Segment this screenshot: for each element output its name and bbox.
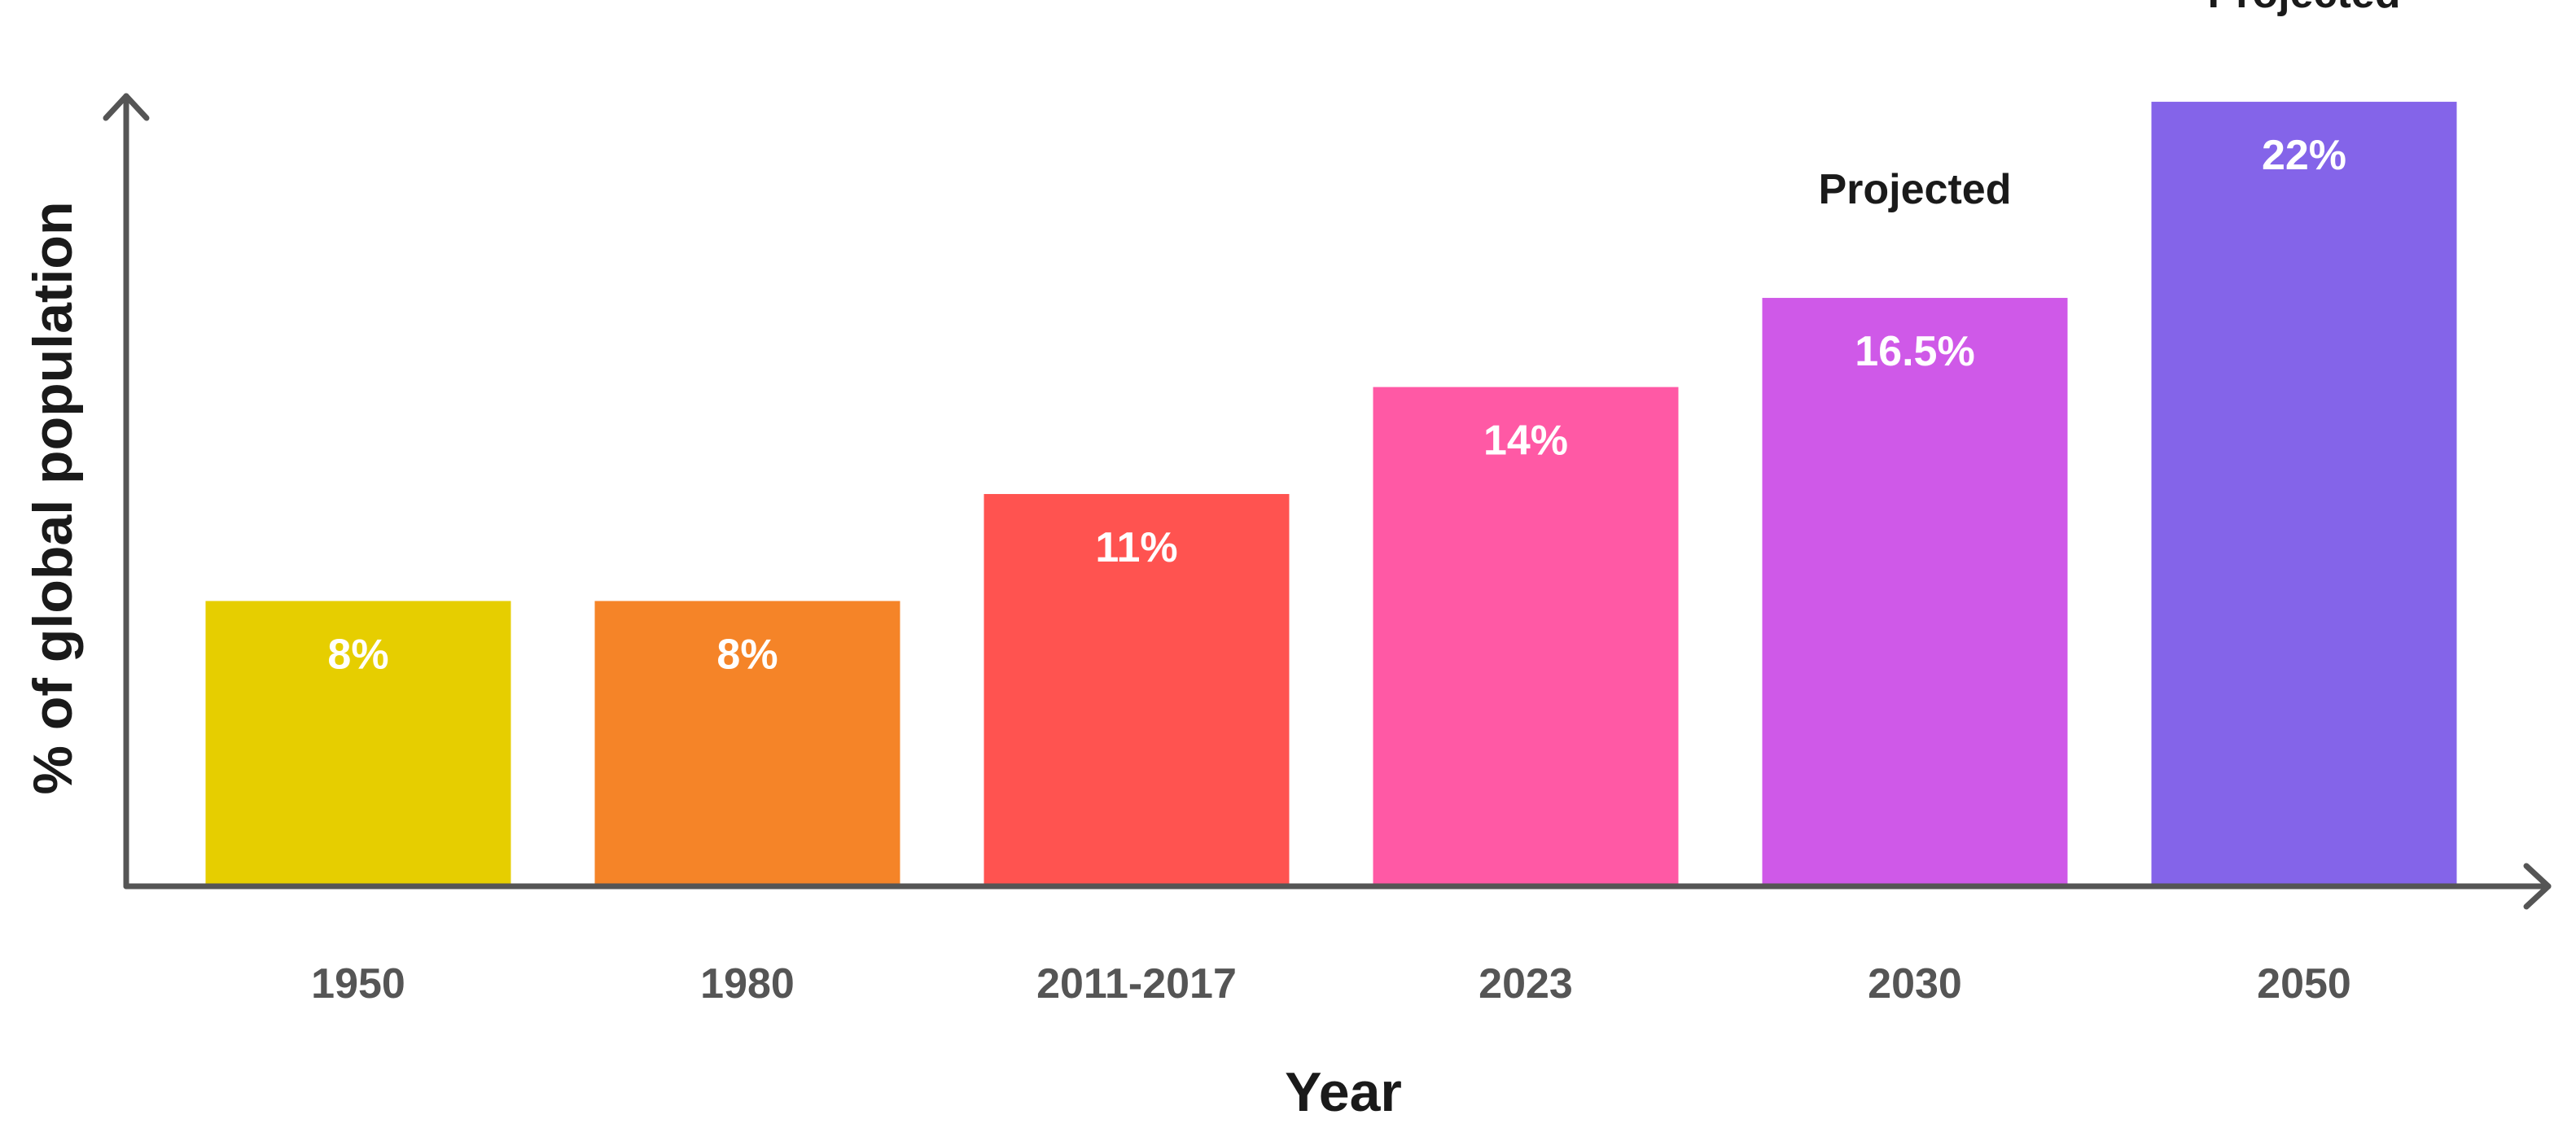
bar-1950 xyxy=(205,601,511,886)
bar-2050 xyxy=(2151,102,2457,887)
bar-1980 xyxy=(594,601,900,886)
y-axis-title: % of global population xyxy=(22,201,84,794)
annotation-2030: Projected xyxy=(1819,166,2012,213)
axes-layer xyxy=(103,93,2552,910)
value-label-1950: 8% xyxy=(327,631,388,678)
value-label-2030: 16.5% xyxy=(1855,328,1974,375)
annotation-2050: Projected xyxy=(2208,0,2401,17)
value-label-1980: 8% xyxy=(716,631,778,678)
bar-2030 xyxy=(1762,298,2068,887)
value-label-2011-2017: 11% xyxy=(1095,524,1177,571)
y-axis-arrow-icon xyxy=(103,93,150,121)
value-label-2050: 22% xyxy=(2262,132,2346,179)
x-axis-title: Year xyxy=(1285,1061,1402,1123)
x-tick-label-2011-2017: 2011-2017 xyxy=(1036,960,1237,1008)
bar-2023 xyxy=(1373,387,1679,886)
x-tick-label-2023: 2023 xyxy=(1479,960,1573,1008)
x-tick-label-1980: 1980 xyxy=(700,960,795,1008)
x-tick-label-2030: 2030 xyxy=(1868,960,1962,1008)
x-axis-arrow-icon xyxy=(2523,863,2552,910)
bar-2011-2017 xyxy=(984,494,1290,886)
x-tick-label-2050: 2050 xyxy=(2257,960,2351,1008)
bars-layer xyxy=(205,102,2457,887)
x-tick-label-1950: 1950 xyxy=(311,960,405,1008)
value-label-2023: 14% xyxy=(1483,417,1568,465)
labels-layer: 8% 1950 8% 1980 11% 2011-2017 14% 2023 16.5% 2030… xyxy=(311,0,2400,1008)
